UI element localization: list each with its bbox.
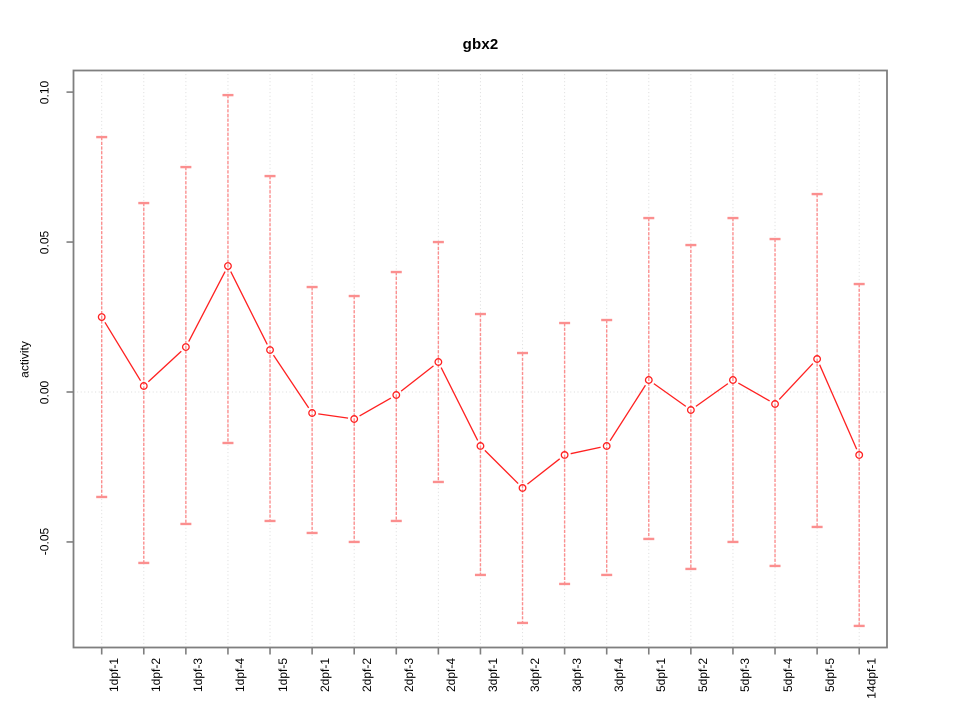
- series-segment: [104, 321, 142, 382]
- data-point: [223, 262, 232, 270]
- x-tick-label: 1dpf-1: [107, 658, 122, 693]
- chart-title: gbx2: [462, 36, 499, 53]
- data-point: [728, 376, 737, 384]
- data-point: [139, 382, 148, 390]
- y-tick-label: 0.00: [37, 380, 52, 404]
- series-segment: [653, 383, 687, 407]
- series-segment: [609, 384, 646, 442]
- series-segment: [400, 365, 434, 392]
- data-point: [392, 391, 401, 399]
- x-tick-label: 3dpf-3: [570, 658, 585, 693]
- data-point: [350, 415, 359, 423]
- series-segment: [484, 449, 519, 485]
- y-tick-label: 0.05: [37, 230, 52, 254]
- x-tick-label: 5dpf-4: [780, 658, 795, 693]
- x-tick-label: 14dpf-1: [864, 658, 879, 699]
- x-tick-label: 2dpf-4: [443, 658, 458, 693]
- y-tick-label: 0.10: [37, 80, 52, 104]
- data-point: [308, 409, 317, 417]
- data-point: [602, 442, 611, 450]
- series-segment: [695, 383, 729, 407]
- x-tick-label: 2dpf-3: [401, 658, 416, 693]
- x-tick-label: 1dpf-3: [191, 658, 206, 693]
- series-segment: [147, 350, 182, 383]
- data-point: [855, 451, 864, 459]
- data-point: [518, 484, 527, 492]
- series-segment: [778, 363, 814, 400]
- series-segment: [318, 413, 349, 419]
- x-tick-label: 2dpf-1: [317, 658, 332, 693]
- series-segment: [188, 271, 226, 342]
- x-tick-label: 5dpf-3: [738, 658, 753, 693]
- data-point: [266, 346, 274, 354]
- x-tick-label: 3dpf-4: [612, 658, 627, 693]
- data-point: [476, 442, 485, 450]
- data-point: [686, 406, 695, 414]
- series-segment: [527, 458, 561, 485]
- series-segment: [272, 354, 310, 409]
- x-tick-label: 3dpf-1: [485, 658, 500, 693]
- data-point: [181, 343, 190, 351]
- x-tick-label: 5dpf-1: [654, 658, 669, 693]
- x-tick-label: 1dpf-2: [149, 658, 164, 693]
- data-point: [560, 451, 569, 459]
- series-segment: [570, 446, 601, 455]
- data-point: [771, 400, 779, 408]
- series-segment: [819, 364, 858, 450]
- y-tick-label: -0.05: [37, 528, 52, 556]
- data-point: [434, 358, 443, 366]
- x-tick-label: 2dpf-2: [359, 658, 374, 693]
- data-point: [644, 376, 653, 384]
- x-tick-label: 3dpf-2: [528, 658, 543, 693]
- x-tick-label: 5dpf-5: [822, 658, 837, 693]
- data-point: [97, 313, 106, 321]
- x-tick-label: 1dpf-5: [275, 658, 290, 693]
- x-tick-label: 1dpf-4: [233, 658, 248, 693]
- series-segment: [230, 271, 268, 345]
- series-segment: [440, 367, 479, 441]
- series-segment: [738, 382, 770, 402]
- data-point: [813, 355, 822, 363]
- x-tick-label: 5dpf-2: [696, 658, 711, 693]
- series-segment: [359, 397, 392, 417]
